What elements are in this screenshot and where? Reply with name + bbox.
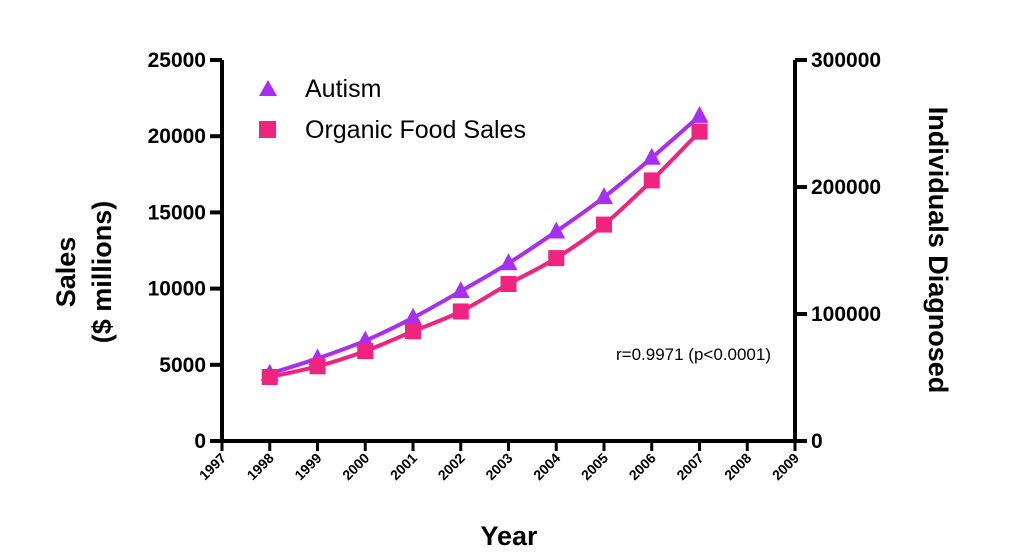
right-axis-ticks: 0 100000 200000 300000: [795, 49, 881, 453]
x-tick-label: 1997: [196, 450, 229, 483]
legend-autism-marker: [259, 80, 277, 96]
legend-organic-marker: [259, 121, 276, 138]
x-tick-label: 2008: [721, 450, 754, 483]
data-point-autism: [547, 221, 566, 239]
x-tick-label: 2007: [673, 450, 706, 483]
data-point-organic: [452, 303, 469, 320]
x-tick-label: 2000: [339, 450, 372, 483]
x-tick-label: 2003: [482, 450, 515, 483]
data-point-organic: [643, 172, 660, 189]
x-tick-label: 1999: [291, 450, 324, 483]
data-point-organic: [357, 343, 374, 360]
correlation-annotation: r=0.9971 (p<0.0001): [616, 345, 771, 364]
left-tick-label: 25000: [148, 49, 206, 72]
left-axis-ticks: 0 5000 10000 15000 20000 25000: [148, 49, 222, 453]
data-point-autism: [642, 147, 661, 165]
left-tick-label: 15000: [148, 201, 206, 224]
left-tick-label: 0: [194, 430, 206, 453]
data-point-autism: [595, 187, 613, 205]
x-tick-label: 1998: [244, 450, 277, 483]
x-tick-label: 2006: [626, 450, 659, 483]
x-axis-ticks: 1997 1998 1999 2000 2001 2002 2003 2004 2005 2006…: [196, 441, 802, 483]
right-tick-label: 300000: [811, 49, 881, 72]
data-point-organic: [596, 216, 612, 233]
legend-organic-label: Organic Food Sales: [305, 116, 526, 144]
data-point-organic: [405, 323, 421, 340]
left-tick-label: 20000: [148, 125, 206, 148]
data-point-organic: [261, 368, 278, 385]
left-axis-title: Sales ($ millions): [51, 201, 117, 344]
data-point-organic: [548, 250, 565, 267]
x-tick-label: 2004: [530, 450, 563, 483]
x-tick-label: 2001: [387, 450, 420, 483]
left-axis-title-line2: ($ millions): [87, 201, 117, 344]
legend-autism-label: Autism: [305, 75, 381, 103]
x-tick-label: 2009: [769, 450, 802, 483]
data-point-organic: [309, 358, 326, 375]
data-point-autism: [690, 105, 709, 123]
x-tick-label: 2002: [435, 450, 468, 483]
series-line-autism: [269, 114, 701, 376]
series-line-organic: [269, 130, 701, 379]
left-tick-label: 5000: [159, 354, 206, 377]
data-point-organic: [500, 276, 517, 293]
x-tick-label: 2005: [578, 450, 611, 483]
left-axis-title-line1: Sales: [51, 237, 81, 308]
data-point-autism: [404, 307, 422, 325]
x-axis-title: Year: [480, 521, 538, 551]
legend: Autism Organic Food Sales: [259, 75, 526, 144]
data-point-autism: [499, 253, 518, 271]
right-tick-label: 100000: [811, 303, 881, 326]
data-point-autism: [451, 281, 470, 299]
data-point-organic: [691, 123, 708, 140]
right-tick-label: 200000: [811, 176, 881, 199]
right-axis-title: Individuals Diagnosed: [923, 107, 953, 394]
series-layer: [260, 105, 709, 385]
right-tick-label: 0: [811, 430, 823, 453]
left-tick-label: 10000: [148, 278, 206, 301]
